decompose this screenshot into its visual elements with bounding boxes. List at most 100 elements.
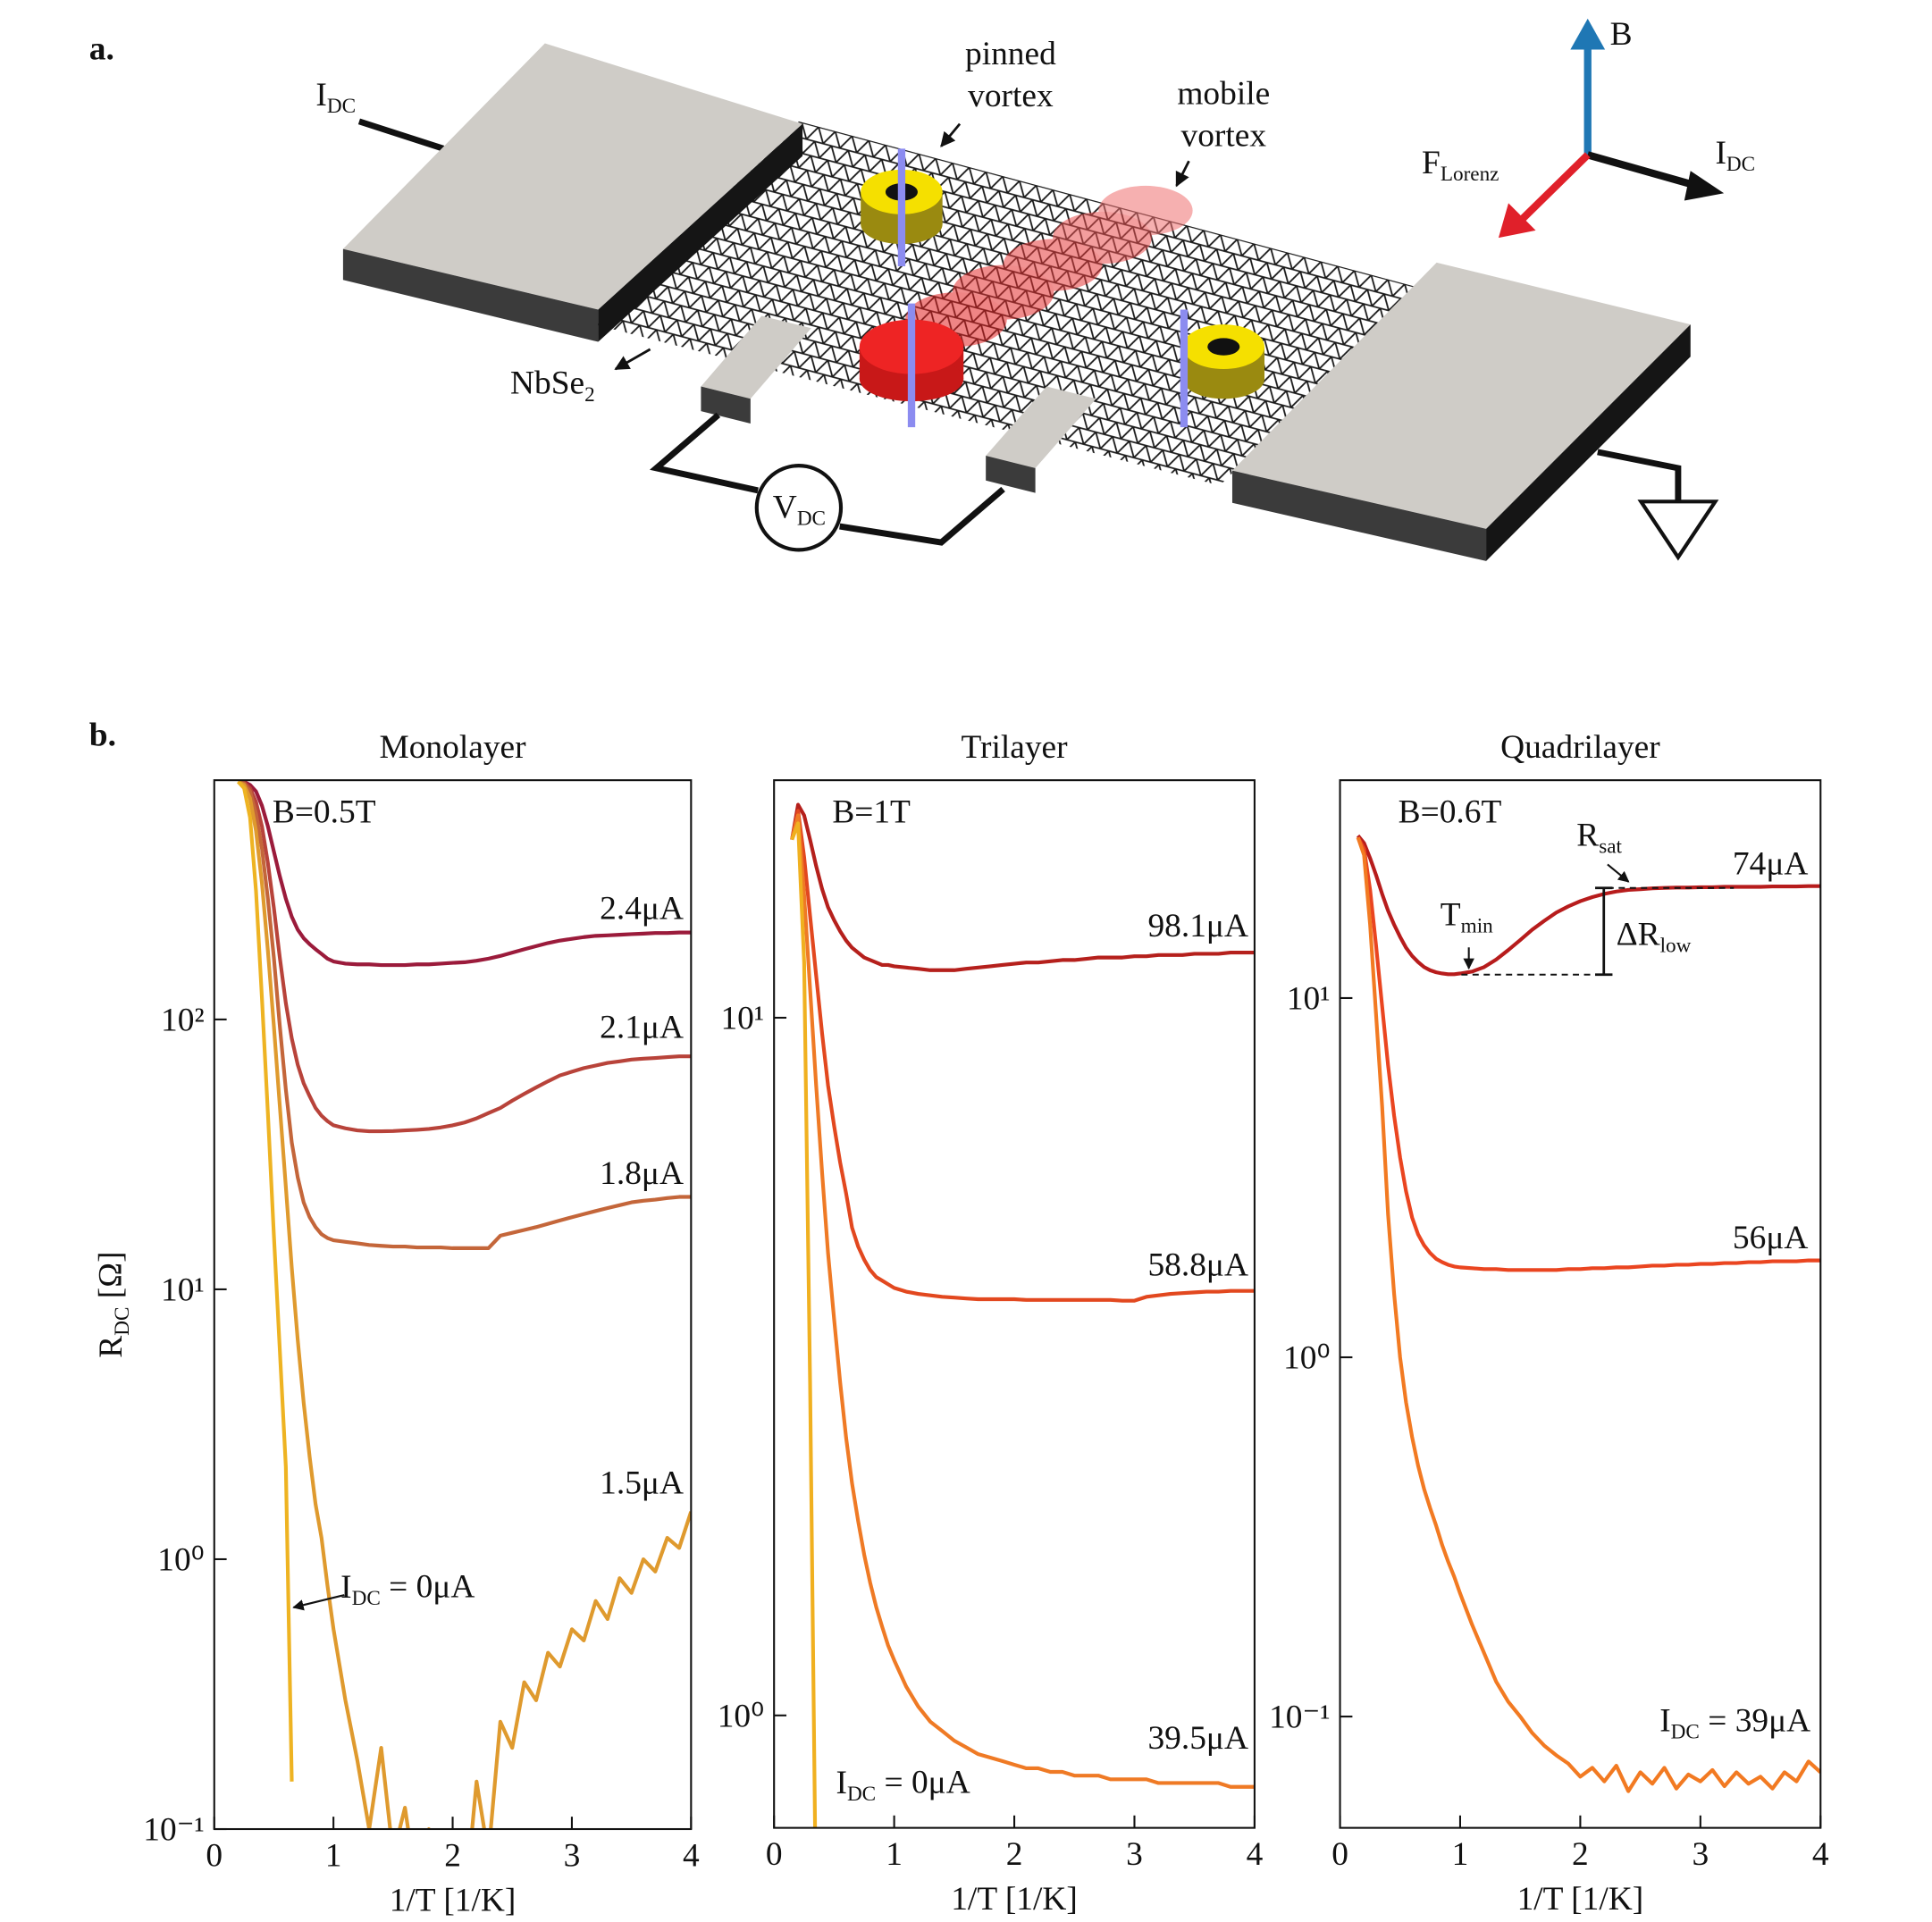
- series-label: 1.5μA: [600, 1465, 684, 1501]
- chart: Trilayer 10⁰ 10¹ 0 1 2 3 4 1/T [1/K] B=1T 98.1μA 58…: [718, 729, 1264, 1918]
- y-tick-label: 10¹: [161, 1272, 205, 1308]
- x-tick-label: 0: [766, 1836, 783, 1873]
- annotation-main: R: [1576, 818, 1599, 854]
- axis-arrow: [1517, 152, 1591, 223]
- y-tick-label: 10⁻¹: [143, 1811, 204, 1848]
- series-line: [790, 809, 1255, 1303]
- series-label: 56μA: [1733, 1220, 1808, 1256]
- field-label: B=1T: [832, 793, 911, 830]
- chart-title: Monolayer: [379, 729, 526, 766]
- series-label-rest: = 0μA: [876, 1765, 970, 1801]
- label-main: I: [315, 77, 326, 113]
- series-line: [790, 821, 818, 1828]
- x-axis-label: 1/T [1/K]: [1517, 1881, 1644, 1918]
- x-tick-label: 2: [1572, 1836, 1589, 1873]
- annotation-sub: low: [1660, 935, 1692, 958]
- series-label-main: I: [340, 1569, 351, 1606]
- series-label-sub: DC: [352, 1587, 381, 1610]
- series-line: [237, 780, 692, 1830]
- device-diagram: [342, 18, 1725, 561]
- series-line: [236, 780, 294, 1782]
- series-label-sub: DC: [847, 1783, 876, 1806]
- series-line: [1356, 836, 1821, 1793]
- chart-title: Quadrilayer: [1500, 729, 1660, 766]
- x-tick-label: 4: [1247, 1836, 1264, 1873]
- contact-side: [1486, 324, 1691, 561]
- wire: [650, 412, 759, 494]
- y-tick-label: 10⁰: [718, 1698, 764, 1734]
- y-axis-label-rest: [Ω]: [93, 1251, 130, 1306]
- label-main: I: [1715, 135, 1726, 172]
- mobile-vortex-trail: [905, 185, 1193, 348]
- x-tick-label: 3: [1692, 1836, 1709, 1873]
- label-main: V: [773, 489, 797, 525]
- axis-arrowhead: [1570, 18, 1606, 50]
- series-label: IDC = 0μA: [340, 1569, 475, 1610]
- label-main: F: [1422, 145, 1441, 181]
- panel-label: a.: [89, 31, 114, 68]
- series-line: [1356, 836, 1821, 1272]
- pointer: [292, 1594, 345, 1611]
- axis-arrow: [1586, 151, 1698, 189]
- annotation: ΔRlow: [1617, 916, 1692, 957]
- x-tick-label: 2: [1006, 1836, 1023, 1873]
- pointer: [1175, 160, 1190, 188]
- label: B: [1610, 16, 1633, 53]
- series-label: IDC = 0μA: [836, 1765, 970, 1806]
- y-tick-label: 10²: [161, 1002, 205, 1038]
- plot-frame: [213, 779, 693, 1831]
- spin-arrows: [897, 148, 1189, 428]
- label: mobile: [1177, 75, 1270, 112]
- wire: [1597, 449, 1682, 502]
- x-tick-label: 1: [886, 1836, 903, 1873]
- y-tick-label: 10⁰: [157, 1541, 204, 1578]
- probe-side: [701, 386, 751, 424]
- x-tick-label: 1: [325, 1838, 342, 1875]
- x-tick-label: 4: [1812, 1836, 1829, 1873]
- y-axis-label-main: R: [93, 1336, 130, 1358]
- series-line: [790, 813, 1255, 1789]
- series-label-sub: DC: [1671, 1721, 1700, 1744]
- field-label: B=0.6T: [1399, 793, 1502, 830]
- plot-frame: [773, 779, 1256, 1829]
- x-tick-label: 4: [683, 1838, 700, 1875]
- y-axis-label: RDC [Ω]: [93, 1251, 134, 1357]
- label: IDC: [315, 77, 356, 118]
- wire: [357, 118, 445, 152]
- ground: [1637, 499, 1719, 561]
- x-tick-label: 1: [1452, 1836, 1469, 1873]
- wire: [839, 486, 1005, 546]
- label-sub: DC: [797, 507, 826, 530]
- plot-frame: [1339, 779, 1822, 1829]
- pointer: [614, 348, 651, 371]
- annotation: Rsat: [1576, 818, 1622, 859]
- label-sub: DC: [327, 95, 356, 118]
- contact-side: [342, 248, 599, 342]
- label: IDC: [1715, 135, 1755, 176]
- series-label: 58.8μA: [1147, 1247, 1248, 1284]
- series-line: [1357, 834, 1821, 977]
- pointer: [940, 122, 962, 147]
- series-label-rest: = 39μA: [1700, 1702, 1810, 1739]
- axis-arrowhead: [1684, 171, 1725, 201]
- series-label: 98.1μA: [1147, 908, 1248, 944]
- series-label-rest: = 0μA: [381, 1569, 475, 1606]
- label: VDC: [773, 489, 826, 530]
- series-label-main: I: [1659, 1703, 1670, 1740]
- series-label-main: I: [836, 1765, 846, 1801]
- label-sub: 2: [584, 383, 595, 407]
- x-axis-label: 1/T [1/K]: [390, 1882, 517, 1918]
- annotation: Tmin: [1441, 896, 1493, 937]
- x-tick-label: 2: [444, 1838, 461, 1875]
- axis-arrowhead: [1498, 203, 1536, 239]
- x-tick-label: 0: [1331, 1836, 1348, 1873]
- annotation-main: T: [1441, 896, 1461, 933]
- label-main: NbSe: [510, 365, 584, 402]
- x-tick-label: 0: [206, 1838, 223, 1875]
- series-label: 2.1μA: [600, 1009, 684, 1045]
- panel-label: b.: [89, 717, 116, 753]
- series-label: 2.4μA: [600, 890, 684, 927]
- series-label: 74μA: [1733, 845, 1808, 882]
